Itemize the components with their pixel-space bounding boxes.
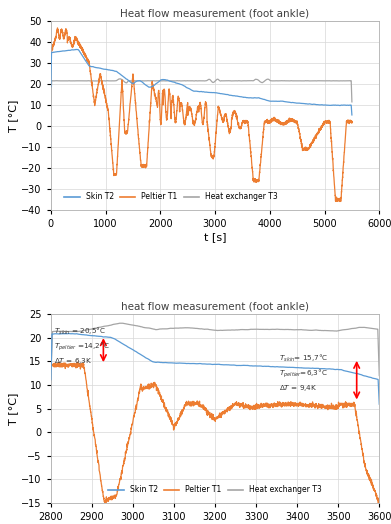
Text: $T_{skin}$= 15,7°C
$T_{peltier}$=6,3°C
$\Delta T$ = 9,4K: $T_{skin}$= 15,7°C $T_{peltier}$=6,3°C $… xyxy=(279,353,328,393)
Y-axis label: T [°C]: T [°C] xyxy=(9,392,18,425)
Title: Heat flow measurement (foot ankle): Heat flow measurement (foot ankle) xyxy=(120,9,310,19)
Title: heat flow measurement (foot ankle): heat flow measurement (foot ankle) xyxy=(121,302,309,312)
Text: $T_{skin}$ = 20,5°C
$T_{peltier}$ =14,2°C
$\Delta T$ = 6,3K: $T_{skin}$ = 20,5°C $T_{peltier}$ =14,2°… xyxy=(54,326,110,366)
Legend: Skin T2, Peltier T1, Heat exchanger T3: Skin T2, Peltier T1, Heat exchanger T3 xyxy=(61,189,281,204)
Y-axis label: T [°C]: T [°C] xyxy=(9,99,18,132)
Legend: Skin T2, Peltier T1, Heat exchanger T3: Skin T2, Peltier T1, Heat exchanger T3 xyxy=(105,482,325,497)
X-axis label: t [s]: t [s] xyxy=(204,232,226,242)
